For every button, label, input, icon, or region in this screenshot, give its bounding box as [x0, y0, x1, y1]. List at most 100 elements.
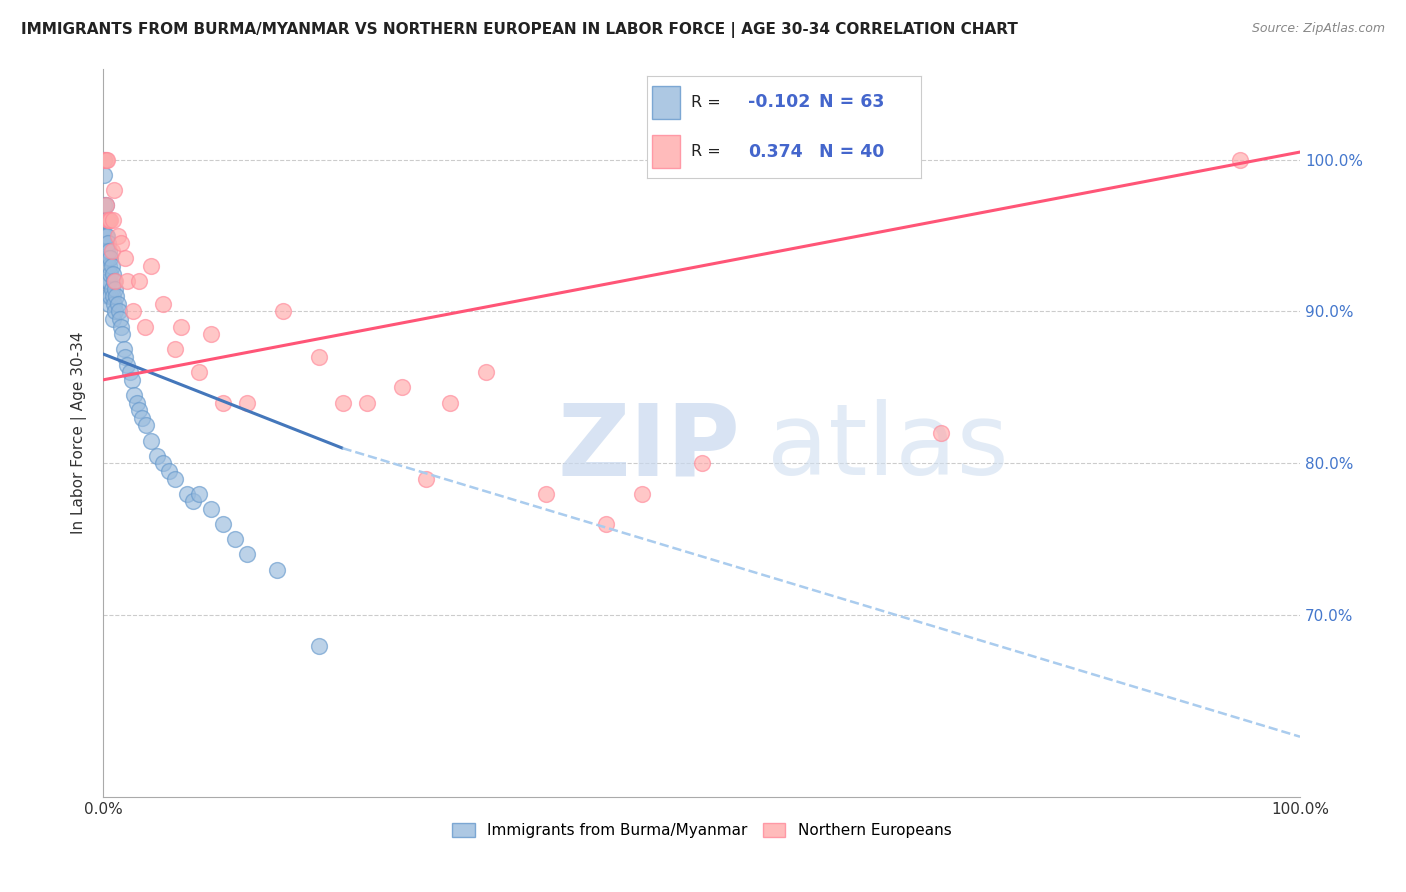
- Point: [100, 252, 122, 266]
- Point: [97, 252, 120, 266]
- Point: [103, 297, 125, 311]
- Point: [98, 274, 121, 288]
- Point: [139, 434, 162, 448]
- Point: [100, 282, 122, 296]
- Point: [128, 403, 150, 417]
- Point: [146, 449, 169, 463]
- Point: [98, 213, 121, 227]
- Point: [630, 487, 652, 501]
- Point: [134, 319, 156, 334]
- Point: [118, 365, 141, 379]
- Text: 0.374: 0.374: [748, 143, 803, 161]
- Point: [94, 228, 117, 243]
- Point: [188, 365, 211, 379]
- Point: [103, 274, 125, 288]
- Point: [122, 304, 145, 318]
- Point: [111, 327, 134, 342]
- Point: [212, 517, 235, 532]
- Bar: [652, 87, 679, 119]
- Point: [125, 395, 148, 409]
- Point: [534, 487, 557, 501]
- Point: [224, 533, 246, 547]
- Point: [101, 267, 124, 281]
- Point: [107, 228, 129, 243]
- Point: [114, 350, 136, 364]
- Point: [101, 213, 124, 227]
- Point: [110, 319, 132, 334]
- Y-axis label: In Labor Force | Age 30-34: In Labor Force | Age 30-34: [72, 332, 87, 534]
- Point: [152, 297, 174, 311]
- Point: [176, 487, 198, 501]
- Point: [115, 274, 138, 288]
- Point: [96, 252, 118, 266]
- Point: [114, 252, 136, 266]
- Point: [96, 244, 118, 258]
- Point: [96, 274, 118, 288]
- Point: [100, 267, 122, 281]
- Point: [139, 259, 162, 273]
- Text: R =: R =: [690, 145, 725, 160]
- Point: [107, 297, 129, 311]
- Point: [103, 183, 125, 197]
- Point: [124, 388, 146, 402]
- Point: [152, 456, 174, 470]
- Point: [200, 502, 222, 516]
- Text: N = 63: N = 63: [820, 94, 884, 112]
- Point: [475, 365, 498, 379]
- Text: atlas: atlas: [768, 399, 1010, 496]
- Point: [157, 464, 180, 478]
- Point: [101, 289, 124, 303]
- Text: -0.102: -0.102: [748, 94, 811, 112]
- Point: [170, 319, 193, 334]
- Point: [308, 350, 330, 364]
- Point: [212, 395, 235, 409]
- Point: [163, 343, 186, 357]
- Point: [200, 327, 222, 342]
- Point: [112, 343, 135, 357]
- Point: [94, 153, 117, 167]
- Point: [100, 244, 122, 258]
- Point: [94, 198, 117, 212]
- Point: [107, 304, 129, 318]
- Point: [1229, 153, 1251, 167]
- Point: [98, 244, 121, 258]
- Point: [93, 153, 115, 167]
- Point: [236, 548, 259, 562]
- Point: [94, 198, 117, 212]
- Point: [121, 373, 143, 387]
- Point: [98, 297, 121, 311]
- Point: [356, 395, 378, 409]
- Text: ZIP: ZIP: [558, 399, 741, 496]
- Point: [110, 236, 132, 251]
- Point: [93, 198, 115, 212]
- Point: [929, 425, 952, 440]
- Text: Source: ZipAtlas.com: Source: ZipAtlas.com: [1251, 22, 1385, 36]
- Point: [97, 236, 120, 251]
- Point: [128, 274, 150, 288]
- Point: [96, 153, 118, 167]
- Point: [93, 168, 115, 182]
- Point: [595, 517, 617, 532]
- Point: [236, 395, 259, 409]
- Point: [101, 312, 124, 326]
- Point: [439, 395, 461, 409]
- Point: [332, 395, 354, 409]
- Point: [94, 244, 117, 258]
- Point: [93, 228, 115, 243]
- Point: [96, 213, 118, 227]
- Point: [104, 304, 127, 318]
- Point: [108, 312, 131, 326]
- Point: [415, 471, 437, 485]
- Point: [181, 494, 204, 508]
- Text: R =: R =: [690, 95, 725, 110]
- Text: IMMIGRANTS FROM BURMA/MYANMAR VS NORTHERN EUROPEAN IN LABOR FORCE | AGE 30-34 CO: IMMIGRANTS FROM BURMA/MYANMAR VS NORTHER…: [21, 22, 1018, 38]
- Point: [131, 410, 153, 425]
- Point: [98, 259, 121, 273]
- Point: [308, 639, 330, 653]
- Point: [104, 282, 127, 296]
- Point: [104, 274, 127, 288]
- Point: [93, 153, 115, 167]
- Point: [100, 213, 122, 227]
- Point: [97, 289, 120, 303]
- Point: [391, 380, 413, 394]
